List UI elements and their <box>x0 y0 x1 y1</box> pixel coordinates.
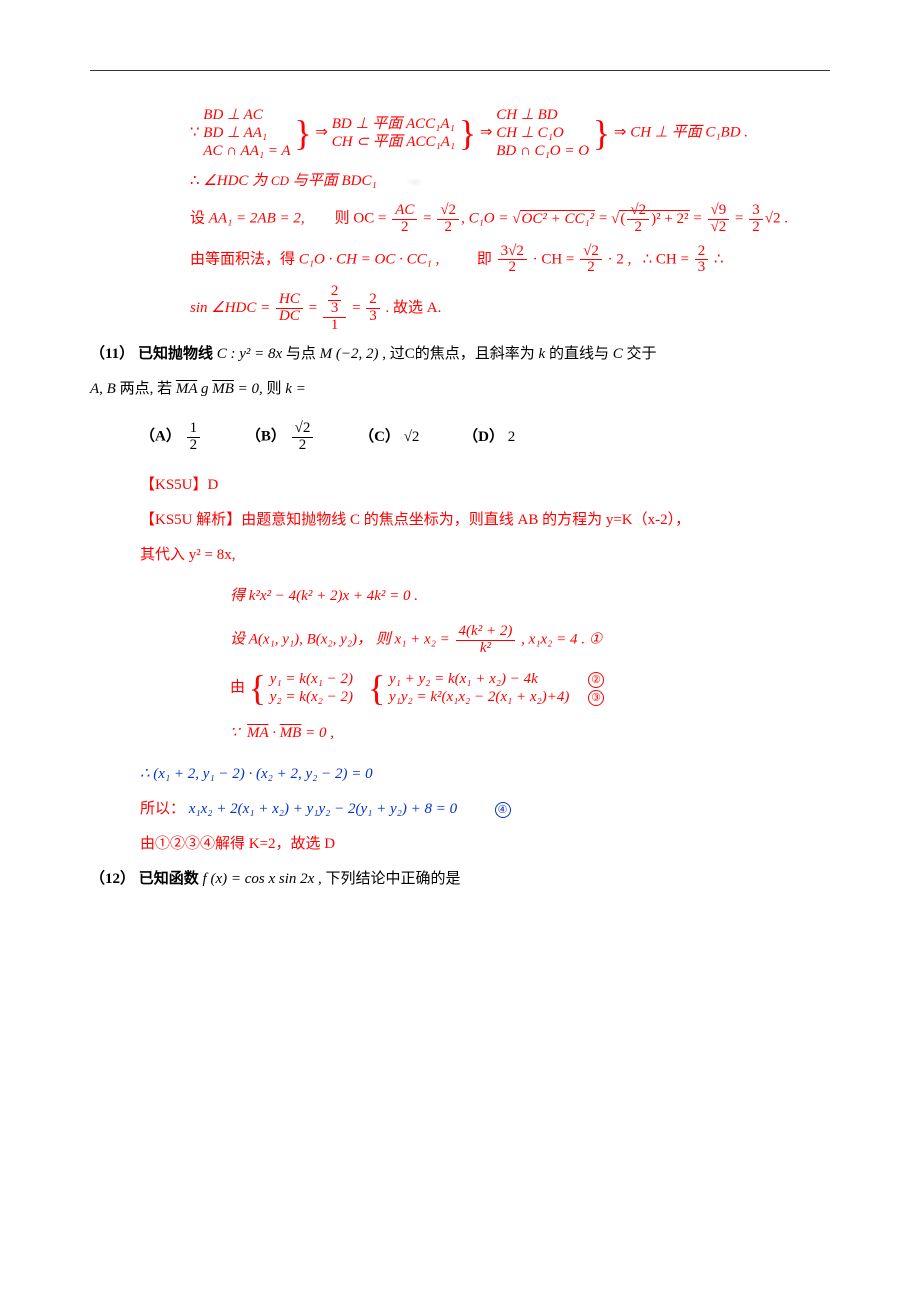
opt-b: （B） √2 2 <box>246 421 316 454</box>
eq-a: = <box>309 300 317 316</box>
rhs-frac: √2 2 <box>580 244 602 277</box>
q11-c: C <box>613 346 623 362</box>
q12-s1: 已知函数 <box>139 871 199 887</box>
dot-2: · 2 , <box>608 251 632 267</box>
q12-number: （12） <box>90 871 135 887</box>
scan-smudge <box>380 176 450 188</box>
cd-text: CD <box>271 173 289 188</box>
ch-frac: 2 3 <box>695 244 709 277</box>
l2-tail: 与平面 BDC₁ <box>293 173 377 189</box>
q11-dot-expr: MA g MB = 0, <box>176 381 267 397</box>
q12-s2: , 下列结论中正确的是 <box>318 871 461 887</box>
q11-step7: 由①②③④解得 K=2，故选 D <box>140 831 830 858</box>
then-oc: 则 OC = <box>335 211 387 227</box>
c1o-label: C₁O = <box>469 211 509 227</box>
q11-parse-line: 【KS5U 解析】由题意知抛物线 C 的焦点坐标为，则直线 AB 的方程为 y=… <box>140 507 830 534</box>
hc-dc: HC DC <box>276 292 303 325</box>
q11-stem-line1: （11） 已知抛物线 C : y² = 8x 与点 M (−2, 2) , 过C… <box>90 341 830 368</box>
two-thirds: 2 3 <box>366 292 380 325</box>
left-brace-2: { <box>368 670 385 706</box>
sqrt9-over-sqrt2: √9 √2 <box>708 203 730 236</box>
choose-a: . 故选 A. <box>386 300 442 316</box>
dot-ch: · CH = <box>533 251 575 267</box>
compound-frac: 2 3 1 <box>323 284 347 333</box>
q11-s3: , 过C的焦点，且斜率为 <box>382 346 535 362</box>
three-half: 3 2 <box>749 203 763 236</box>
stack-c: CH ⊥ BD CH ⊥ C₁O BD ∩ C₁O = O <box>496 106 589 160</box>
area-eq: C₁O · CH = OC · CC₁ , <box>299 251 440 267</box>
arrow-2: ⇒ <box>480 124 493 140</box>
line1-tail: CH ⊥ 平面 C₁BD . <box>630 124 748 140</box>
oc-frac: AC 2 <box>392 203 417 236</box>
q11-point: M (−2, 2) <box>320 346 379 362</box>
q11-ab: A, B <box>90 381 116 397</box>
c1o-root-expand: (√22)² + 2² <box>611 203 689 236</box>
q11-step1: 得 k²x² − 4(k² + 2)x + 4k² = 0 . <box>230 583 830 610</box>
because-symbol: ∵ <box>190 124 200 140</box>
opt-c: （C） √2 <box>359 424 419 451</box>
q11-k: k <box>539 346 546 362</box>
arrow-3: ⇒ <box>614 124 627 140</box>
q11-s2: 与点 <box>286 346 316 362</box>
proof-line-4: 由等面积法，得 C₁O · CH = OC · CC₁ , 即 3√2 2 · … <box>190 244 830 277</box>
therefore-2: ∴ <box>714 251 724 267</box>
q11-curve: C : y² = 8x <box>217 346 282 362</box>
therefore-1: ∴ <box>190 173 200 189</box>
aa-expr: AA₁ = 2AB = 2, <box>209 211 305 227</box>
lhs-frac: 3√2 2 <box>498 244 527 277</box>
final-sqrt2: √2 . <box>765 211 788 227</box>
q11-step3: 由 { y₁ = k(x₁ − 2) y₂ = k(x₂ − 2) { y₁ +… <box>230 670 830 706</box>
q11-step0: 其代入 y² = 8x, <box>140 542 830 569</box>
sqrt2-over-2: √2 2 <box>437 203 459 236</box>
sin-hdc: sin ∠HDC = <box>190 300 270 316</box>
q12-stem: （12） 已知函数 f (x) = cos x sin 2x , 下列结论中正确… <box>90 866 830 893</box>
q11-step6: 所以： x₁x₂ + 2(x₁ + x₂) + y₁y₂ − 2(y₁ + y₂… <box>140 796 830 823</box>
q11-step5: ∴ (x₁ + 2, y₁ − 2) · (x₂ + 2, y₂ − 2) = … <box>140 761 830 788</box>
set-prefix: 设 <box>190 211 205 227</box>
q11-l2c: 则 <box>267 381 282 397</box>
q11-step4: ∵ MA · MB = 0 , <box>230 720 830 747</box>
equal-area-prefix: 由等面积法，得 <box>190 251 295 267</box>
c1o-root: OC² + CC₁² <box>512 206 595 233</box>
q11-s4: 的直线与 <box>549 346 609 362</box>
ji: 即 <box>477 251 492 267</box>
q11-s1: 已知抛物线 <box>138 346 213 362</box>
top-rule <box>90 70 830 71</box>
q11-answer-tag: 【KS5U】D <box>140 472 830 499</box>
q11-stem-line2: A, B 两点, 若 MA g MB = 0, 则 k = <box>90 376 830 403</box>
stack-a: BD ⊥ AC BD ⊥ AA₁ AC ∩ AA₁ = A <box>203 106 290 160</box>
proof-line-1: ∵ BD ⊥ AC BD ⊥ AA₁ AC ∩ AA₁ = A } ⇒ BD ⊥… <box>190 106 830 160</box>
proof-line-5: sin ∠HDC = HC DC = 2 3 1 = 2 3 . 故选 A. <box>190 284 830 333</box>
so-ch: ∴ CH = <box>643 251 689 267</box>
brace-b: } <box>459 115 476 151</box>
eq-b: = <box>352 300 360 316</box>
q11-step2: 设 A(x₁, y₁), B(x₂, y₂)， 则 x₁ + x₂ = 4(k²… <box>230 624 830 657</box>
angle-hdc: ∠HDC 为 <box>203 173 267 189</box>
opt-a: （A） 1 2 <box>140 421 202 454</box>
q11-s5: 交于 <box>626 346 656 362</box>
arrow-1: ⇒ <box>315 124 328 140</box>
opt-d: （D） 2 <box>463 424 515 451</box>
stack-b: BD ⊥ 平面 ACC₁A₁ CH ⊂ 平面 ACC₁A₁ <box>332 115 455 151</box>
q12-func: f (x) = cos x sin 2x <box>203 871 315 887</box>
left-brace-1: { <box>249 670 266 706</box>
q11-options: （A） 1 2 （B） √2 2 （C） √2 （D） 2 <box>140 421 830 454</box>
brace-c: } <box>593 115 610 151</box>
q11-keq: k = <box>285 381 306 397</box>
brace-a: } <box>294 115 311 151</box>
proof-line-3: 设 AA₁ = 2AB = 2, 则 OC = AC 2 = √2 2 , C₁… <box>190 203 830 236</box>
q11-l2b: 两点, 若 <box>120 381 173 397</box>
proof-line-2: ∴ ∠HDC 为 CD 与平面 BDC₁ <box>190 168 830 195</box>
q11-number: （11） <box>90 346 134 362</box>
